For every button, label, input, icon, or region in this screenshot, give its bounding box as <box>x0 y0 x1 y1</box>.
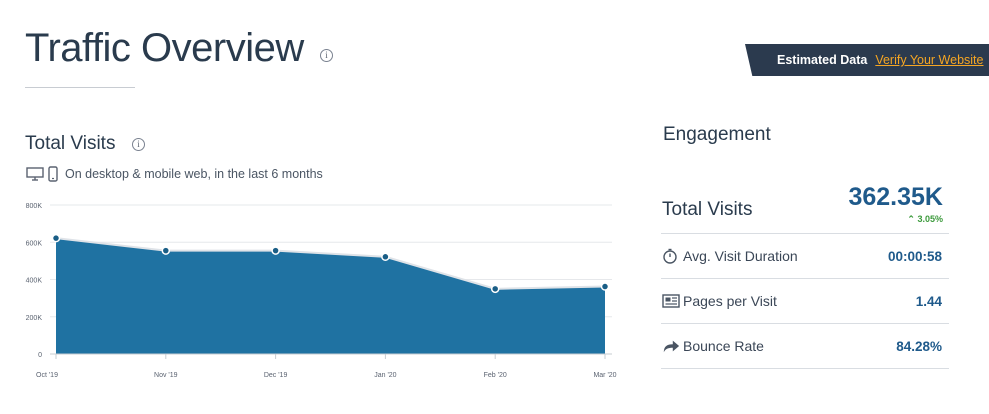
metric-value: 00:00:58 <box>887 248 942 264</box>
estimated-data-banner: Estimated Data Verify Your Website <box>745 44 989 76</box>
y-tick-label: 800K <box>26 203 43 210</box>
bounce-rate-row: Bounce Rate 84.28% <box>661 324 949 369</box>
info-icon[interactable]: i <box>320 49 333 62</box>
y-tick-label: 600K <box>26 240 43 247</box>
metric-value: 84.28% <box>896 338 942 354</box>
verify-website-link[interactable]: Verify Your Website <box>875 53 984 67</box>
metric-value: 362.35K <box>848 183 943 211</box>
metric-label: Avg. Visit Duration <box>683 248 798 264</box>
y-tick-label: 200K <box>26 315 43 322</box>
x-tick-label: Jan '20 <box>374 372 396 379</box>
metric-label: Total Visits <box>662 199 753 220</box>
metric-label: Bounce Rate <box>683 338 764 354</box>
x-tick-label: Nov '19 <box>154 372 178 379</box>
info-icon[interactable]: i <box>132 138 145 151</box>
estimated-data-label: Estimated Data <box>777 53 868 67</box>
mobile-icon[interactable] <box>47 166 59 182</box>
data-point[interactable] <box>381 252 390 262</box>
series-line <box>55 237 606 290</box>
x-tick-label: Dec '19 <box>264 372 288 379</box>
x-tick-label: Mar '20 <box>593 372 616 379</box>
data-point[interactable] <box>161 246 171 255</box>
total-visits-chart: 0 200K 400K 600K 800K Oct '19 Nov '19 Dec '19 Ja… <box>26 203 617 379</box>
desktop-icon[interactable] <box>26 167 44 181</box>
data-point[interactable] <box>271 246 280 255</box>
pages-per-visit-row: Pages per Visit 1.44 <box>661 279 949 324</box>
metric-value: 1.44 <box>915 293 942 309</box>
arrow-up-icon: ⌃ <box>907 214 915 224</box>
data-point[interactable] <box>51 233 61 243</box>
x-tick-label: Feb '20 <box>484 372 507 379</box>
y-tick-label: 0 <box>38 352 42 359</box>
stopwatch-icon <box>662 247 680 265</box>
engagement-metrics: Total Visits 362.35K ⌃ 3.05% Avg. Visit … <box>661 180 949 369</box>
pages-icon <box>662 292 680 310</box>
area-series <box>56 238 605 354</box>
total-visits-metric: Total Visits 362.35K ⌃ 3.05% <box>661 180 949 234</box>
engagement-title: Engagement <box>663 124 771 145</box>
page-title: Traffic Overview <box>25 26 304 70</box>
device-caption: On desktop & mobile web, in the last 6 m… <box>65 167 323 181</box>
avg-visit-duration-row: Avg. Visit Duration 00:00:58 <box>661 234 949 279</box>
device-filter: On desktop & mobile web, in the last 6 m… <box>26 166 323 182</box>
bounce-arrow-icon <box>662 337 680 355</box>
change-value: 3.05% <box>917 214 943 224</box>
title-divider <box>25 87 135 88</box>
change-badge: ⌃ 3.05% <box>907 214 943 225</box>
x-tick-label: Oct '19 <box>36 372 58 379</box>
data-point[interactable] <box>490 284 500 294</box>
data-point[interactable] <box>600 282 610 291</box>
metric-label: Pages per Visit <box>683 293 777 309</box>
y-tick-label: 400K <box>26 278 43 285</box>
total-visits-title: Total Visits <box>25 133 116 154</box>
